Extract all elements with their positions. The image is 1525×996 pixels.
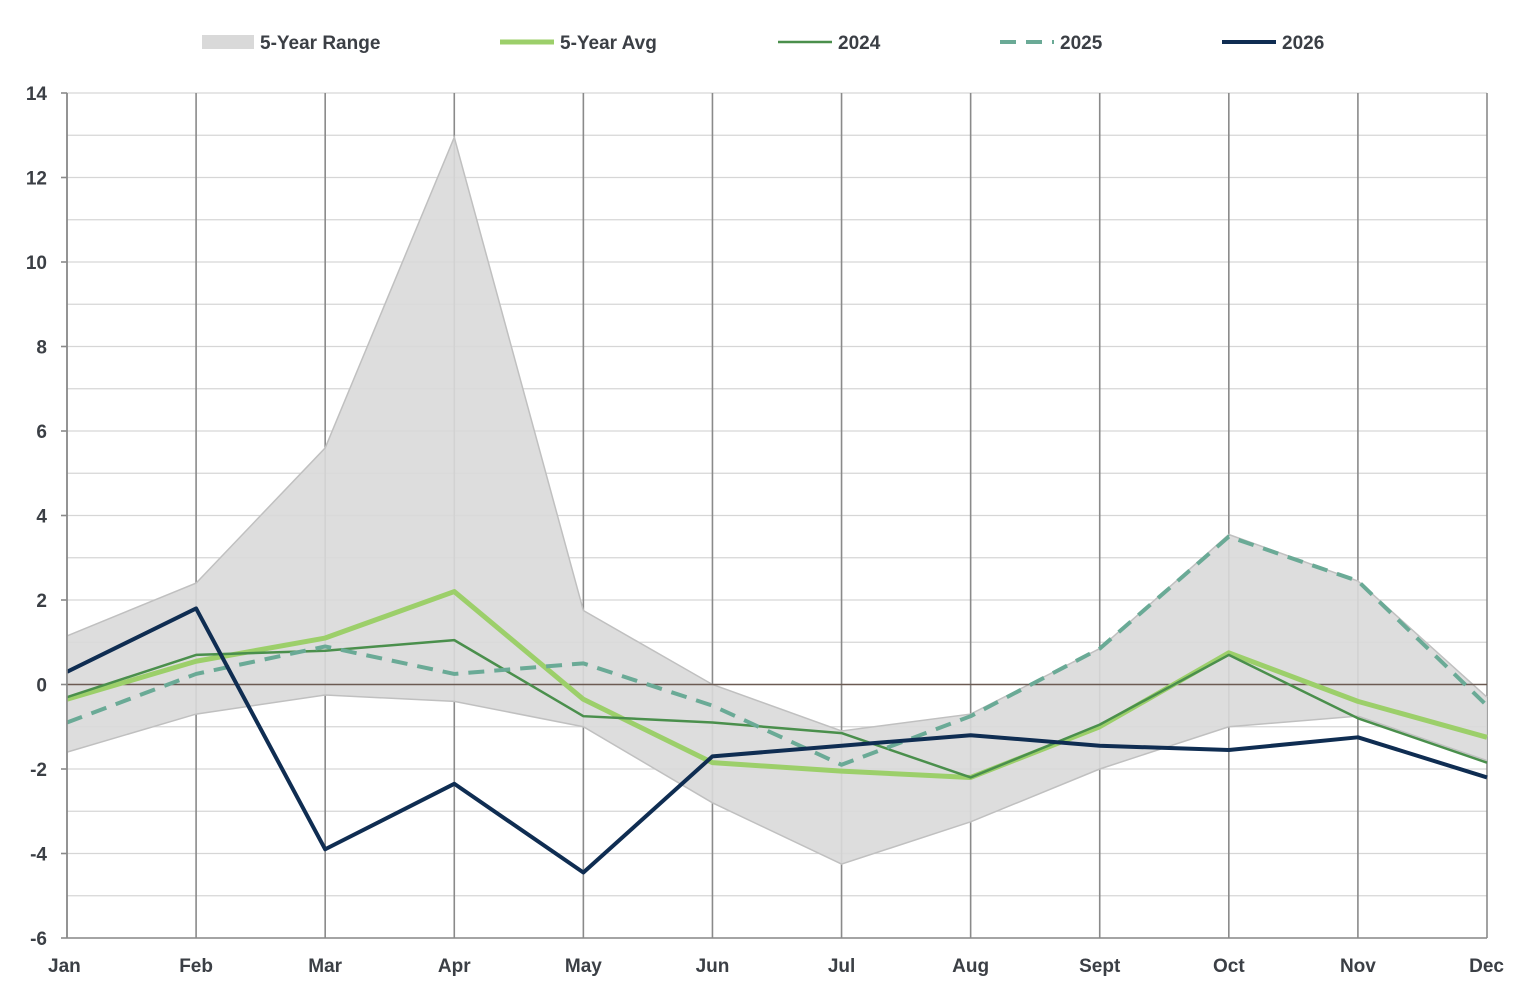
x-tick-label: Mar — [308, 956, 342, 977]
x-tick-label: Jun — [696, 956, 730, 977]
legend-swatch-five-year-range — [202, 35, 254, 49]
y-tick-label: -4 — [30, 845, 47, 866]
y-tick-labels: -6 -4 -2 0 2 4 6 8 10 12 14 — [26, 84, 48, 950]
x-tick-label: Apr — [438, 956, 471, 977]
legend-label-2024: 2024 — [838, 33, 881, 54]
x-tick-labels: Jan Feb Mar Apr May Jun Jul Aug Sept Oct Nov Dec — [48, 956, 1504, 977]
x-tick-label: Aug — [952, 956, 989, 977]
x-tick-label: Jan — [48, 956, 81, 977]
y-tick-label: 2 — [36, 591, 47, 612]
y-tick-label: -2 — [30, 760, 47, 781]
x-tick-label: Nov — [1340, 956, 1376, 977]
range-lower-edge — [66, 694, 1488, 865]
legend-label-2025: 2025 — [1060, 33, 1103, 54]
series-line-5-year-avg — [66, 589, 1488, 780]
x-tick-label: May — [565, 956, 602, 977]
y-tick-label: 14 — [26, 84, 48, 105]
series-line-2026 — [66, 606, 1488, 875]
legend: 5-Year Range 5-Year Avg 2024 2025 2026 — [202, 33, 1324, 54]
y-tick-label: 10 — [26, 253, 47, 274]
legend-label-2026: 2026 — [1282, 33, 1324, 54]
series-lines — [66, 534, 1489, 875]
y-tick-label: 8 — [36, 338, 47, 359]
x-tick-label: Sept — [1079, 956, 1121, 977]
x-tick-label: Jul — [828, 956, 855, 977]
y-tick-label: 12 — [26, 169, 47, 190]
legend-label-5-year-avg: 5-Year Avg — [560, 33, 657, 54]
gridlines — [66, 92, 1488, 939]
series-line-2025 — [66, 534, 1489, 767]
x-tick-label: Oct — [1213, 956, 1245, 977]
x-tick-label: Feb — [179, 956, 213, 977]
range-area — [67, 137, 1487, 865]
y-tick-label: -6 — [30, 929, 47, 950]
y-tick-label: 0 — [36, 676, 47, 697]
x-tick-label: Dec — [1469, 956, 1504, 977]
legend-label-five-year-range: 5-Year Range — [260, 33, 380, 54]
y-tick-label: 4 — [36, 507, 47, 528]
five-year-range-band — [66, 135, 1488, 865]
y-tick-label: 6 — [36, 422, 47, 443]
axes — [61, 92, 1487, 939]
